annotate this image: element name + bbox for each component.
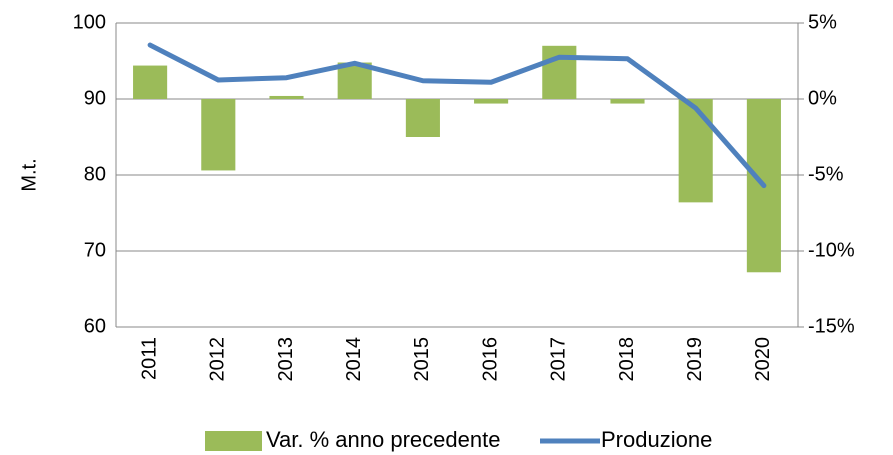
x-tick-label: 2012 bbox=[207, 337, 229, 382]
x-tick-label: 2014 bbox=[343, 337, 365, 382]
bar bbox=[678, 99, 713, 203]
bar bbox=[405, 99, 440, 137]
bar bbox=[201, 99, 236, 171]
y2-tick-label: -10% bbox=[808, 239, 855, 261]
bar bbox=[474, 99, 509, 104]
x-tick-label: 2018 bbox=[616, 337, 638, 382]
legend-swatch bbox=[205, 431, 262, 451]
x-tick-label: 2017 bbox=[548, 337, 570, 382]
y-tick-label: 100 bbox=[73, 11, 106, 33]
y-tick-label: 80 bbox=[84, 163, 106, 185]
bar bbox=[269, 95, 304, 99]
y2-tick-label: -15% bbox=[808, 315, 855, 337]
x-tick-label: 2020 bbox=[752, 337, 774, 382]
y-tick-label: 90 bbox=[84, 87, 106, 109]
y2-tick-label: 5% bbox=[808, 11, 837, 33]
y-tick-label: 60 bbox=[84, 315, 106, 337]
y-axis-label: M.t. bbox=[18, 158, 40, 191]
y2-tick-label: -5% bbox=[808, 163, 844, 185]
x-tick-label: 2019 bbox=[684, 337, 706, 382]
bar bbox=[610, 99, 645, 104]
x-tick-label: 2013 bbox=[275, 337, 297, 382]
legend-label: Produzione bbox=[601, 427, 712, 452]
bar bbox=[542, 45, 577, 99]
y-tick-label: 70 bbox=[84, 239, 106, 261]
line bbox=[147, 42, 767, 189]
x-tick-label: 2015 bbox=[411, 337, 433, 382]
bar bbox=[133, 65, 168, 99]
x-tick-label: 2011 bbox=[138, 337, 160, 380]
y2-tick-label: 0% bbox=[808, 87, 837, 109]
x-tick-label: 2016 bbox=[479, 337, 501, 382]
legend-label: Var. % anno precedente bbox=[266, 427, 500, 452]
